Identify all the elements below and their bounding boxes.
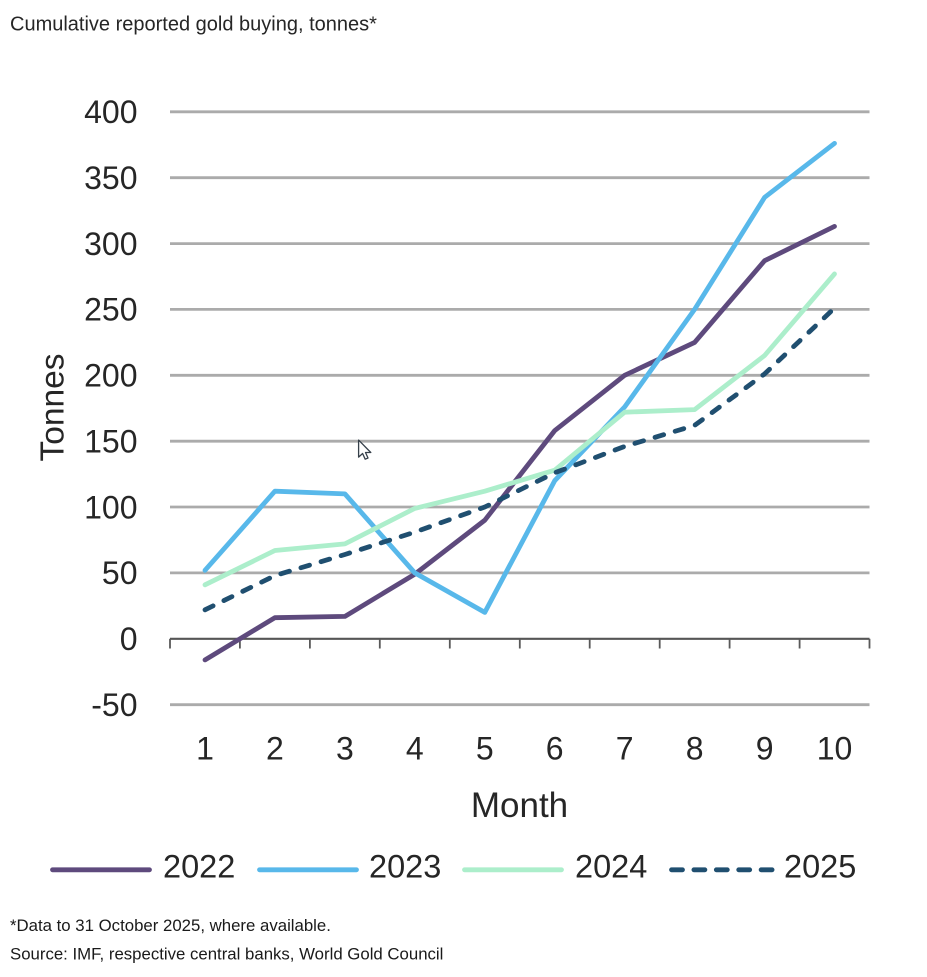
svg-text:2025: 2025 xyxy=(784,849,856,885)
svg-text:Tonnes: Tonnes xyxy=(35,353,72,461)
svg-text:300: 300 xyxy=(84,226,137,262)
svg-text:5: 5 xyxy=(476,731,494,767)
svg-text:150: 150 xyxy=(84,424,137,460)
svg-text:1: 1 xyxy=(196,731,214,767)
svg-text:Source: IMF, respective centra: Source: IMF, respective central banks, W… xyxy=(10,944,443,963)
svg-text:6: 6 xyxy=(546,731,564,767)
svg-text:250: 250 xyxy=(84,292,137,328)
svg-text:7: 7 xyxy=(616,731,634,767)
svg-text:2024: 2024 xyxy=(575,849,647,885)
svg-text:200: 200 xyxy=(84,358,137,394)
svg-text:Month: Month xyxy=(471,786,568,825)
svg-text:2023: 2023 xyxy=(369,849,441,885)
svg-text:350: 350 xyxy=(84,160,137,196)
svg-text:50: 50 xyxy=(102,555,138,591)
svg-text:Cumulative reported gold buyin: Cumulative reported gold buying, tonnes* xyxy=(10,14,377,36)
svg-text:100: 100 xyxy=(84,489,137,525)
svg-text:0: 0 xyxy=(120,621,138,657)
svg-text:3: 3 xyxy=(336,731,354,767)
svg-text:400: 400 xyxy=(84,94,137,130)
svg-text:*Data to 31 October 2025, wher: *Data to 31 October 2025, where availabl… xyxy=(10,916,331,935)
svg-text:8: 8 xyxy=(686,731,704,767)
svg-text:2: 2 xyxy=(266,731,284,767)
svg-text:9: 9 xyxy=(756,731,774,767)
svg-text:10: 10 xyxy=(817,731,853,767)
svg-text:-50: -50 xyxy=(91,687,137,723)
svg-text:2022: 2022 xyxy=(163,849,235,885)
svg-text:4: 4 xyxy=(406,731,424,767)
